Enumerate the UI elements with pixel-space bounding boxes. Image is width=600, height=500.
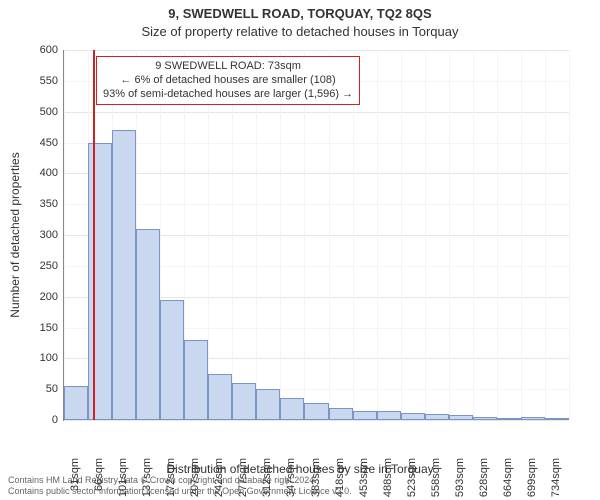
gridline-v [521, 50, 522, 420]
histogram-bar [232, 383, 256, 420]
y-tick-label: 400 [40, 167, 58, 179]
annotation-line: 9 SWEDWELL ROAD: 73sqm [103, 60, 353, 74]
chart-subtitle: Size of property relative to detached ho… [0, 24, 600, 39]
x-tick-label: 101sqm [117, 458, 129, 497]
gridline-h [64, 143, 569, 144]
y-tick-label: 100 [40, 352, 58, 364]
gridline-v [256, 50, 257, 420]
y-tick-label: 350 [40, 198, 58, 210]
histogram-bar [449, 415, 473, 420]
histogram-bar [497, 418, 521, 420]
gridline-v [449, 50, 450, 420]
gridline-v [353, 50, 354, 420]
gridline-v [401, 50, 402, 420]
x-tick-label: 172sqm [165, 458, 177, 497]
histogram-bar [112, 130, 136, 420]
x-tick-label: 418sqm [334, 458, 346, 497]
histogram-bar [377, 411, 401, 420]
x-tick-label: 488sqm [382, 458, 394, 497]
x-tick-label: 734sqm [550, 458, 562, 497]
y-tick-label: 50 [46, 383, 58, 395]
histogram-bar [184, 340, 208, 420]
x-tick-label: 277sqm [237, 458, 249, 497]
y-axis-label: Number of detached properties [8, 152, 22, 317]
y-tick-label: 550 [40, 75, 58, 87]
histogram-bar [401, 413, 425, 420]
plot-area: 9 SWEDWELL ROAD: 73sqm← 6% of detached h… [63, 50, 569, 421]
gridline-v [329, 50, 330, 420]
histogram-bar [160, 300, 184, 420]
gridline-v [473, 50, 474, 420]
x-tick-label: 628sqm [478, 458, 490, 497]
gridline-v [569, 50, 570, 420]
x-tick-label: 137sqm [141, 458, 153, 497]
histogram-bar [545, 418, 569, 420]
y-tick-label: 500 [40, 106, 58, 118]
x-tick-label: 383sqm [310, 458, 322, 497]
histogram-bar [136, 229, 160, 420]
gridline-h [64, 420, 569, 421]
y-tick-label: 200 [40, 291, 58, 303]
annotation-box: 9 SWEDWELL ROAD: 73sqm← 6% of detached h… [96, 56, 360, 105]
x-tick-label: 242sqm [213, 458, 225, 497]
gridline-v [497, 50, 498, 420]
histogram-bar [329, 408, 353, 420]
y-tick-label: 250 [40, 260, 58, 272]
histogram-bar [280, 398, 304, 420]
x-tick-label: 31sqm [69, 458, 81, 491]
x-tick-label: 593sqm [454, 458, 466, 497]
histogram-bar [208, 374, 232, 420]
attribution-line: Contains HM Land Registry data © Crown c… [8, 475, 352, 485]
gridline-h [64, 204, 569, 205]
histogram-bar [304, 403, 328, 420]
address-title: 9, SWEDWELL ROAD, TORQUAY, TQ2 8QS [0, 6, 600, 21]
gridline-v [425, 50, 426, 420]
histogram-bar [473, 417, 497, 420]
histogram-bar [88, 143, 112, 421]
gridline-h [64, 112, 569, 113]
gridline-v [304, 50, 305, 420]
chart-container: 9, SWEDWELL ROAD, TORQUAY, TQ2 8QS Size … [0, 0, 600, 500]
gridline-v [377, 50, 378, 420]
attribution-text: Contains HM Land Registry data © Crown c… [8, 475, 352, 496]
y-tick-label: 300 [40, 229, 58, 241]
annotation-line: 93% of semi-detached houses are larger (… [103, 88, 353, 102]
histogram-bar [256, 389, 280, 420]
annotation-line: ← 6% of detached houses are smaller (108… [103, 74, 353, 88]
x-tick-label: 312sqm [261, 458, 273, 497]
gridline-v [545, 50, 546, 420]
property-marker-line [93, 50, 95, 420]
gridline-v [280, 50, 281, 420]
histogram-bar [64, 386, 88, 420]
histogram-bar [353, 411, 377, 420]
y-tick-label: 450 [40, 137, 58, 149]
gridline-h [64, 173, 569, 174]
histogram-bar [521, 417, 545, 420]
gridline-v [64, 50, 65, 420]
x-tick-label: 453sqm [358, 458, 370, 497]
x-tick-label: 207sqm [189, 458, 201, 497]
x-tick-label: 66sqm [93, 458, 105, 491]
x-tick-label: 558sqm [430, 458, 442, 497]
gridline-h [64, 50, 569, 51]
attribution-line: Contains public sector information licen… [8, 486, 352, 496]
gridline-v [208, 50, 209, 420]
x-tick-label: 699sqm [526, 458, 538, 497]
gridline-v [232, 50, 233, 420]
y-tick-label: 150 [40, 322, 58, 334]
x-tick-label: 347sqm [285, 458, 297, 497]
x-tick-label: 664sqm [502, 458, 514, 497]
x-tick-label: 523sqm [406, 458, 418, 497]
y-tick-label: 600 [40, 44, 58, 56]
histogram-bar [425, 414, 449, 420]
y-tick-label: 0 [52, 414, 58, 426]
